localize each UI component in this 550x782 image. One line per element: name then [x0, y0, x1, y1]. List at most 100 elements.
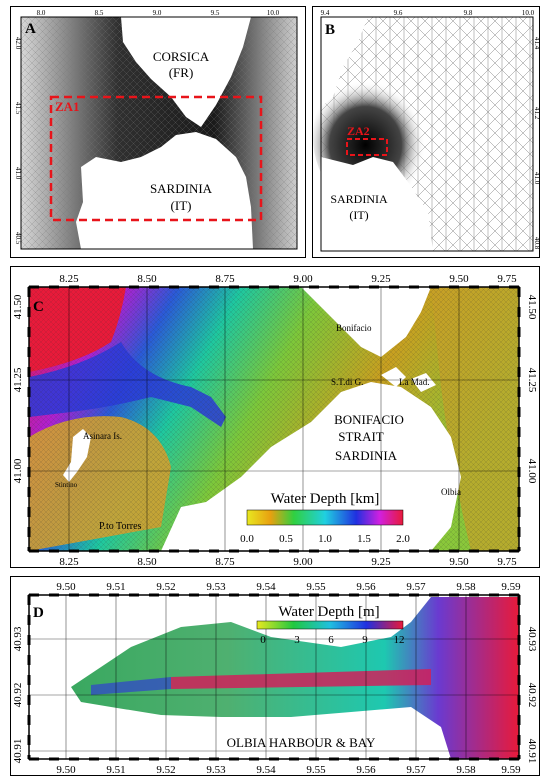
olbia-label: Olbia — [441, 487, 461, 497]
a-lon-tick: 8.0 — [37, 9, 46, 17]
stm-label: S.T.di G. — [331, 377, 363, 387]
b-lon-tick: 9.4 — [321, 9, 330, 17]
za1-box — [49, 95, 263, 222]
c-lon-tick-top: 9.50 — [449, 273, 469, 285]
colorbar-c-tick: 0.5 — [279, 533, 293, 545]
sardinia-label-a: SARDINIA — [150, 181, 213, 196]
panel-c-letter: C — [33, 299, 44, 315]
panel-a-map: ZA1 CORSICA (FR) SARDINIA (IT) A 8.0 8.5… — [14, 9, 298, 250]
asinara-label: Asinara Is. — [83, 431, 122, 441]
strait-label-2: STRAIT — [338, 429, 384, 444]
b-lon-tick: 9.8 — [464, 9, 473, 17]
panel-a-regional-mesh: ZA1 CORSICA (FR) SARDINIA (IT) A 8.0 8.5… — [10, 6, 306, 258]
za1-label: ZA1 — [55, 99, 80, 114]
sardinia-land-c — [161, 382, 461, 551]
d-lat-tick-right: 40.93 — [526, 627, 538, 652]
c-lat-tick-left: 41.25 — [12, 367, 24, 392]
c-lon-tick-bottom: 9.50 — [449, 556, 469, 568]
colorbar-d-title: Water Depth [m] — [278, 604, 379, 620]
a-lat-tick: 41.5 — [14, 102, 22, 115]
za2-box — [346, 138, 388, 156]
d-lon-tick-bottom: 9.57 — [406, 764, 426, 776]
d-lon-tick-bottom: 9.56 — [356, 764, 376, 776]
d-lat-tick-right: 40.92 — [526, 683, 538, 708]
b-lat-tick: 41.2 — [533, 107, 541, 120]
d-lon-tick-top: 9.57 — [406, 581, 426, 593]
c-lon-tick-bottom: 8.75 — [215, 556, 235, 568]
panel-b-letter: B — [325, 22, 335, 38]
d-lon-tick-top: 9.54 — [256, 581, 276, 593]
colorbar-c: Water Depth [km] 0.0 0.5 1.0 1.5 2.0 — [240, 491, 410, 545]
colorbar-c-title: Water Depth [km] — [271, 491, 380, 507]
c-lat-tick-left: 41.50 — [12, 294, 24, 319]
d-lon-tick-bottom: 9.52 — [156, 764, 175, 776]
panel-c-depth-map: Bonifacio S.T.di G. La Mad. Asinara Is. … — [10, 266, 540, 568]
d-lon-tick-top: 9.59 — [501, 581, 521, 593]
panel-d-map: D OLBIA HARBOUR & BAY Water Depth [m] 0 … — [12, 581, 538, 776]
harbour-label: OLBIA HARBOUR & BAY — [227, 735, 376, 750]
d-lat-tick-left: 40.93 — [12, 626, 24, 651]
corsica-country-label: (FR) — [169, 65, 194, 80]
b-lat-tick: 41.4 — [533, 37, 541, 50]
stintino-label: Stintino — [55, 481, 78, 489]
c-lon-tick-top: 8.50 — [137, 273, 157, 285]
c-lon-tick-bottom: 9.25 — [371, 556, 391, 568]
d-lat-tick-left: 40.91 — [12, 739, 24, 764]
colorbar-d-tick: 12 — [394, 634, 405, 646]
d-lon-tick-top: 9.50 — [56, 581, 76, 593]
maddalena-islands — [381, 367, 436, 392]
c-lon-tick-bottom: 8.25 — [59, 556, 79, 568]
panel-d-letter: D — [33, 605, 44, 621]
sardinia-label-b: SARDINIA — [330, 192, 388, 206]
colorbar-d: Water Depth [m] 0 3 6 9 12 — [256, 604, 405, 646]
c-lon-tick-top: 8.75 — [215, 273, 235, 285]
sardinia-country-label-b: (IT) — [349, 208, 368, 222]
c-lon-tick-bottom: 9.75 — [497, 556, 517, 568]
d-lon-tick-top: 9.55 — [306, 581, 326, 593]
corsica-land — [121, 17, 251, 127]
corsica-label: CORSICA — [153, 49, 210, 64]
b-lat-tick: 40.8 — [533, 237, 541, 250]
maddalena-label: La Mad. — [399, 377, 430, 387]
colorbar-d-tick: 6 — [328, 634, 334, 646]
c-lon-tick-bottom: 8.50 — [137, 556, 157, 568]
d-lon-tick-bottom: 9.53 — [206, 764, 226, 776]
c-lat-tick-right: 41.00 — [526, 459, 538, 484]
b-lon-tick: 9.6 — [394, 9, 403, 17]
panel-c-map: Bonifacio S.T.di G. La Mad. Asinara Is. … — [12, 273, 538, 568]
b-lat-tick: 41.0 — [533, 172, 541, 185]
porto-torres-label: P.to Torres — [99, 521, 142, 532]
panel-b-local-mesh: ZA2 SARDINIA (IT) B 9.4 9.6 9.8 10.0 41.… — [312, 6, 541, 258]
d-lon-tick-top: 9.58 — [456, 581, 476, 593]
sardinia-country-label-a: (IT) — [171, 198, 192, 213]
a-lat-tick: 42.0 — [14, 37, 22, 50]
colorbar-d-tick: 0 — [260, 634, 266, 646]
d-lon-tick-bottom: 9.50 — [56, 764, 76, 776]
d-lon-tick-bottom: 9.54 — [256, 764, 276, 776]
d-lon-tick-bottom: 9.55 — [306, 764, 326, 776]
d-lon-tick-top: 9.56 — [356, 581, 376, 593]
d-lon-tick-top: 9.53 — [206, 581, 226, 593]
a-lon-tick: 8.5 — [95, 9, 104, 17]
sardinia-land-b — [321, 157, 433, 251]
bonifacio-label: Bonifacio — [336, 323, 372, 333]
c-lon-tick-top: 9.75 — [497, 273, 517, 285]
colorbar-c-tick: 2.0 — [396, 533, 410, 545]
b-lon-tick: 10.0 — [522, 9, 535, 17]
sardinia-label-c: SARDINIA — [335, 448, 398, 463]
corsica-land-c — [301, 287, 431, 357]
c-lat-tick-left: 41.00 — [12, 458, 24, 483]
colorbar-c-tick: 1.5 — [357, 533, 371, 545]
strait-label-1: BONIFACIO — [334, 412, 404, 427]
c-lon-tick-top: 8.25 — [59, 273, 79, 285]
a-lat-tick: 41.0 — [14, 167, 22, 180]
a-lon-tick: 9.0 — [153, 9, 162, 17]
colorbar-d-tick: 9 — [362, 634, 368, 646]
c-lon-tick-top: 9.00 — [293, 273, 313, 285]
d-lon-tick-bottom: 9.58 — [456, 764, 476, 776]
colorbar-d-tick: 3 — [294, 634, 300, 646]
d-lon-tick-top: 9.52 — [156, 581, 175, 593]
d-lon-tick-bottom: 9.59 — [501, 764, 521, 776]
panel-a-letter: A — [25, 21, 36, 37]
panel-d-harbour-depth: D OLBIA HARBOUR & BAY Water Depth [m] 0 … — [10, 576, 540, 776]
